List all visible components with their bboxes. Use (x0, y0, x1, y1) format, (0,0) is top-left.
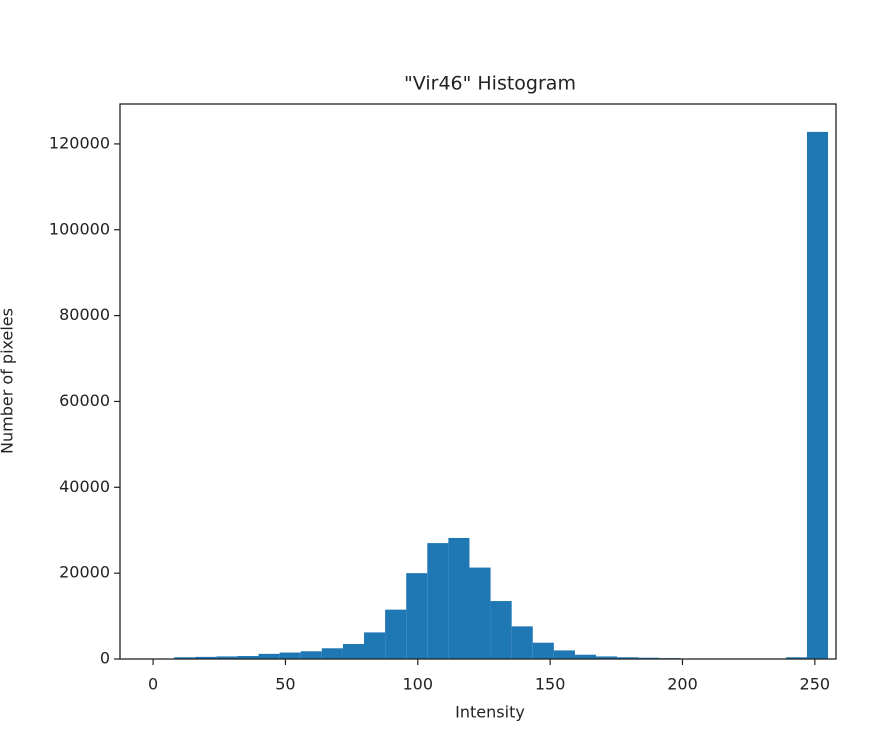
bar (617, 657, 639, 659)
x-tick-label: 100 (403, 675, 434, 694)
y-axis-label: Number of pixeles (0, 308, 17, 454)
y-tick-label: 120000 (49, 133, 110, 152)
bar (237, 655, 259, 659)
y-tick-label: 60000 (59, 391, 110, 410)
bar (195, 656, 217, 659)
bar (279, 652, 301, 659)
bar (406, 573, 428, 659)
bar (469, 567, 491, 659)
bar (321, 648, 343, 659)
chart-title: "Vir46" Histogram (404, 73, 576, 95)
bar (364, 632, 386, 659)
x-tick-label: 200 (667, 675, 698, 694)
bar (427, 543, 449, 659)
y-tick-label: 100000 (49, 219, 110, 238)
x-tick-label: 250 (800, 675, 831, 694)
bar (385, 609, 407, 659)
y-tick-label: 40000 (59, 477, 110, 496)
x-tick-label: 0 (148, 675, 158, 694)
bar (342, 643, 365, 659)
y-tick-label: 80000 (59, 305, 110, 324)
bar (490, 601, 512, 659)
plot-frame (119, 103, 837, 660)
bar (300, 651, 322, 659)
bar (258, 653, 280, 659)
bar (174, 657, 196, 659)
bar (448, 537, 470, 659)
x-tick-label: 150 (535, 675, 566, 694)
bar (532, 642, 554, 659)
bar (553, 650, 575, 659)
bar (806, 131, 829, 659)
bar (574, 654, 597, 659)
bar (596, 656, 618, 659)
x-tick-label: 50 (275, 675, 295, 694)
bar (216, 656, 238, 659)
bar (785, 657, 807, 659)
x-axis-label: Intensity (455, 703, 525, 722)
y-tick-label: 0 (100, 649, 110, 668)
bar (511, 626, 533, 659)
y-tick-label: 20000 (59, 563, 110, 582)
